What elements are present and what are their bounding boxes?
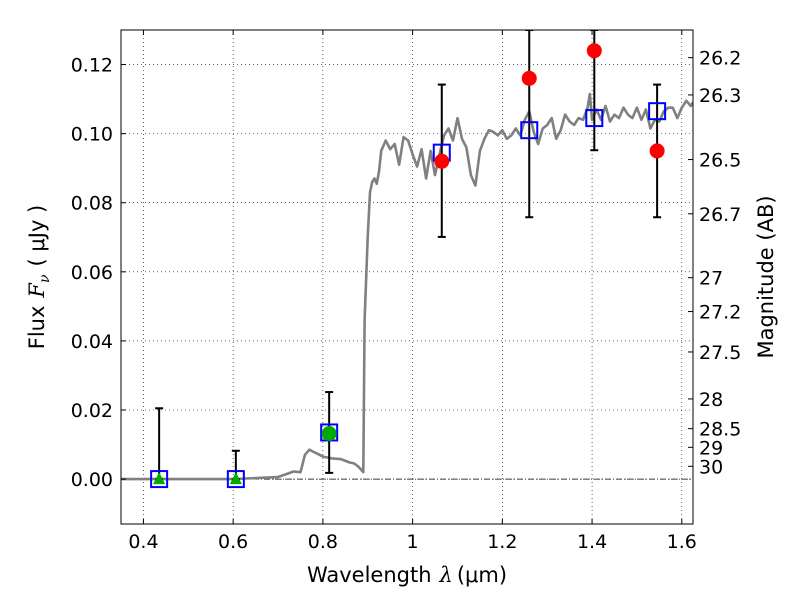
x-tick-label: 1.2 xyxy=(487,531,517,553)
plot-frame xyxy=(120,29,694,525)
x-tick-label: 1 xyxy=(407,531,419,553)
magnitude-tick-label: 30 xyxy=(699,456,723,478)
y-axis-label: FluxFν( μJy ) xyxy=(25,205,53,349)
model-flux-square-point xyxy=(226,470,245,489)
y-tick-label: 0.10 xyxy=(71,124,113,146)
x-axis-label: Wavelength λ (μm) xyxy=(307,563,507,587)
observed-flux-red-point xyxy=(434,153,450,169)
observed-flux-green-point xyxy=(321,425,337,441)
sed-model-line xyxy=(121,92,693,481)
model-flux-square-point xyxy=(585,109,604,128)
x-tick-label: 0.6 xyxy=(218,531,248,553)
data-layer xyxy=(121,30,693,489)
y-tick-label: 0.06 xyxy=(71,262,113,284)
y-tick-label: 0.12 xyxy=(71,55,113,77)
plot-area xyxy=(121,30,693,524)
x-tick-label: 0.4 xyxy=(128,531,158,553)
upper-limit-triangle-point xyxy=(229,472,242,485)
observed-flux-red-point xyxy=(649,143,665,159)
model-flux-square-point xyxy=(520,121,539,140)
magnitude-tick-label: 27.2 xyxy=(699,302,741,324)
x-tick-label: 1.6 xyxy=(667,531,697,553)
x-tick-label: 1.4 xyxy=(577,531,607,553)
model-flux-square-point xyxy=(648,102,667,121)
x-tick-label: 0.8 xyxy=(308,531,338,553)
magnitude-tick-label: 27.5 xyxy=(699,342,741,364)
magnitude-tick-label: 26.2 xyxy=(699,48,741,70)
y-tick-label: 0.04 xyxy=(71,331,113,353)
magnitude-tick-label: 26.7 xyxy=(699,204,741,226)
observed-flux-red-point xyxy=(521,70,537,86)
observed-flux-red-point xyxy=(586,43,602,59)
y2-axis-label: Magnitude (AB) xyxy=(754,195,778,358)
magnitude-tick-label: 27 xyxy=(699,268,723,290)
magnitude-tick-label: 26.5 xyxy=(699,150,741,172)
magnitude-tick-label: 28 xyxy=(699,389,723,411)
y-tick-label: 0.08 xyxy=(71,193,113,215)
y-tick-label: 0.02 xyxy=(71,400,113,422)
magnitude-tick-label: 26.3 xyxy=(699,85,741,107)
magnitude-tick-label: 29 xyxy=(699,437,723,459)
magnitude-tick-label: 28.5 xyxy=(699,419,741,441)
ticks: 0.4 0.6 0.8 1 1.2 1.4 1.6 0.00 0.02 0.04 0.06 0.08 0… xyxy=(71,30,741,553)
model-flux-square-point xyxy=(150,470,169,489)
y-tick-label: 0.00 xyxy=(71,469,113,491)
upper-limit-triangle-point xyxy=(153,472,166,485)
